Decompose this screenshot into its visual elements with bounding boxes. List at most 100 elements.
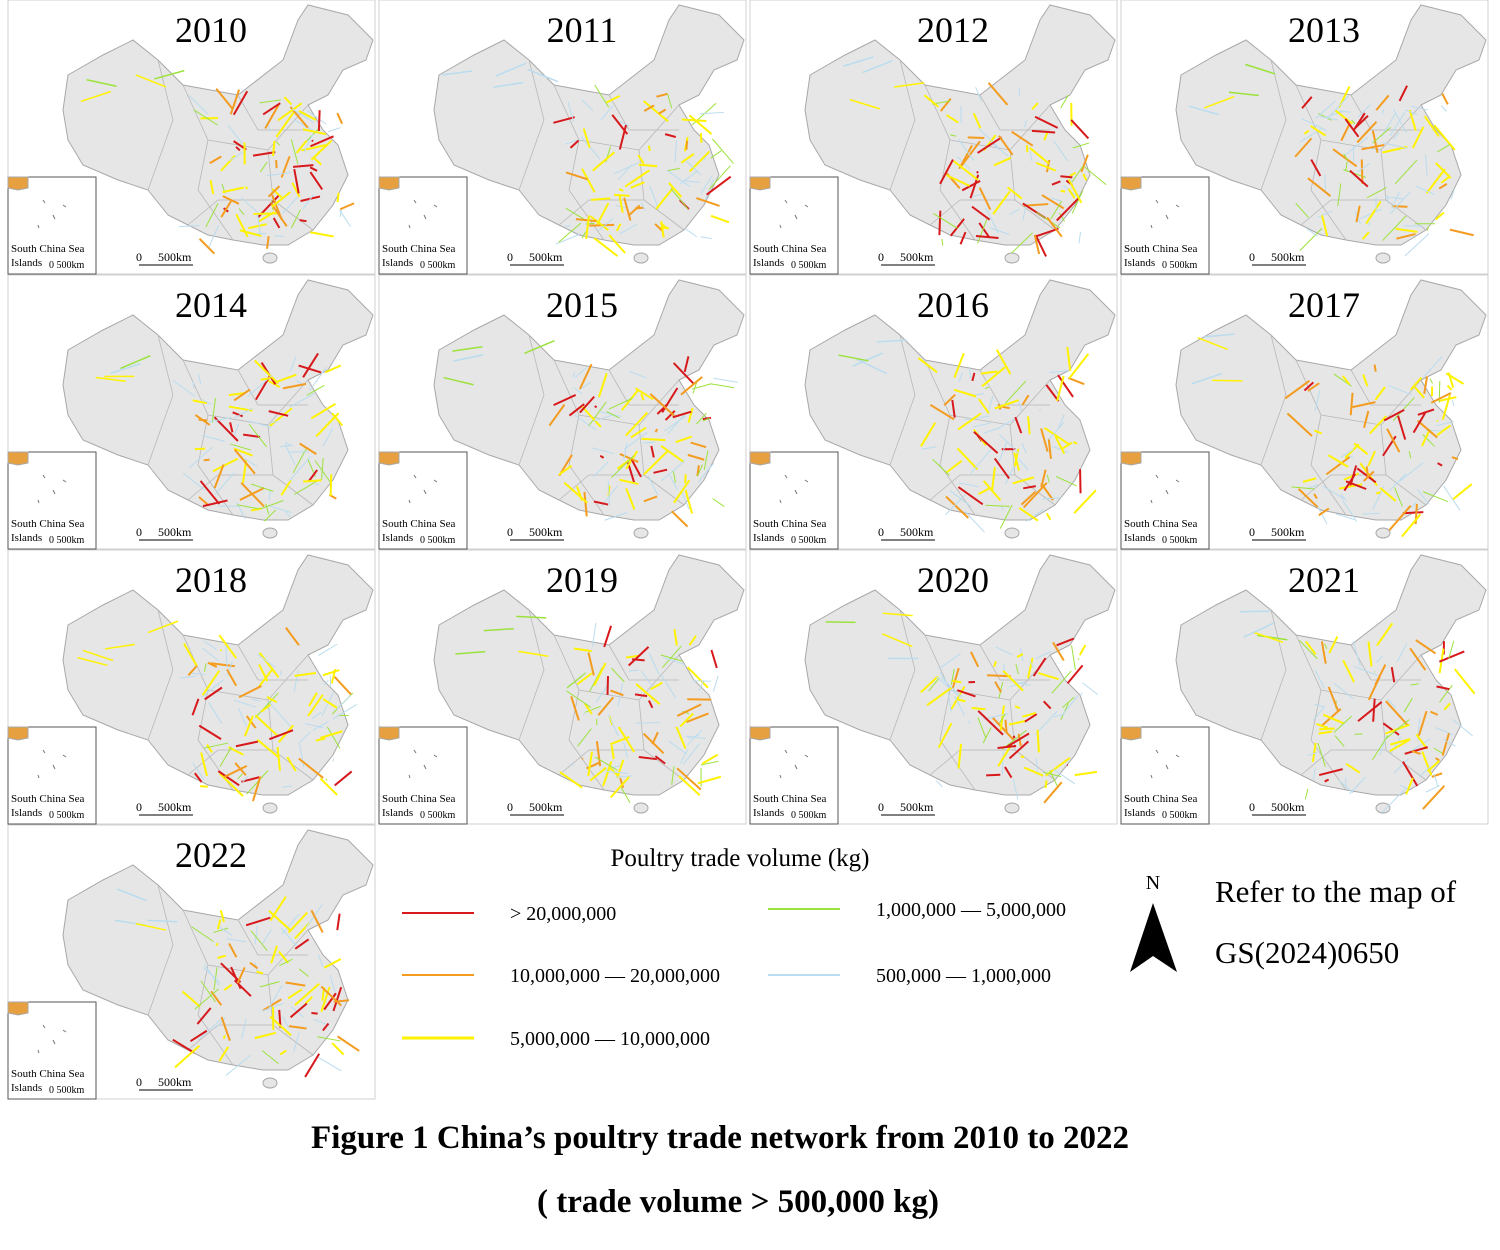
- trade-network: [455, 615, 722, 804]
- map-panel: South China Sea Islands 0 500km 0 500km 2012: [749, 0, 1118, 275]
- trade-line: [207, 661, 218, 668]
- trade-line: [303, 133, 314, 153]
- trade-line: [969, 366, 971, 379]
- trade-line: [220, 1016, 231, 1041]
- trade-line: [1014, 416, 1023, 434]
- trade-line: [580, 136, 601, 160]
- trade-line: [1441, 93, 1449, 105]
- inset-scale: 0 500km: [420, 535, 456, 546]
- trade-line: [619, 120, 630, 127]
- trade-line: [310, 231, 334, 238]
- trade-line: [1320, 115, 1339, 121]
- trade-line: [1385, 196, 1405, 200]
- trade-line: [1441, 732, 1450, 756]
- trade-line: [275, 141, 280, 146]
- trade-line: [309, 166, 318, 172]
- trade-line: [1404, 109, 1418, 116]
- inset-coast: [1120, 726, 1142, 741]
- trade-line: [1036, 729, 1040, 753]
- trade-line: [1450, 190, 1455, 200]
- trade-line: [673, 629, 678, 646]
- trade-line: [1321, 215, 1329, 237]
- trade-line: [1394, 487, 1403, 507]
- trade-line: [618, 124, 628, 150]
- trade-line: [1204, 95, 1235, 109]
- trade-line: [664, 410, 676, 421]
- hainan: [633, 252, 649, 264]
- trade-line: [700, 760, 719, 766]
- inset-label: South China Sea: [753, 518, 826, 530]
- trade-line: [272, 217, 281, 229]
- trade-line: [1318, 507, 1330, 517]
- trade-line: [667, 411, 688, 435]
- trade-line: [589, 215, 610, 232]
- trade-line: [1333, 715, 1352, 733]
- trade-line: [585, 215, 591, 239]
- trade-line: [1074, 770, 1097, 777]
- trade-line: [1332, 148, 1358, 168]
- trade-line: [253, 359, 279, 385]
- trade-line: [213, 927, 229, 934]
- trade-line: [703, 450, 709, 471]
- trade-line: [1436, 143, 1451, 153]
- trade-line: [320, 730, 343, 739]
- trade-line: [1403, 697, 1413, 713]
- trade-line: [524, 340, 555, 355]
- inset-scale: 0 500km: [1162, 535, 1198, 546]
- hainan: [262, 527, 278, 539]
- trade-line: [1322, 713, 1344, 725]
- trade-line: [289, 1002, 308, 1019]
- trade-line: [642, 441, 656, 444]
- scale-label: 500km: [158, 250, 192, 264]
- map-panel: South China Sea Islands 0 500km 0 500km 2019: [378, 549, 747, 825]
- trade-line: [1055, 476, 1077, 487]
- map-panel: South China Sea Islands 0 500km 0 500km 2016: [749, 274, 1118, 550]
- trade-line: [1307, 382, 1320, 392]
- trade-line: [1035, 161, 1057, 172]
- trade-line: [581, 757, 584, 760]
- trade-line: [80, 90, 112, 103]
- inset-label: Islands: [11, 532, 42, 544]
- trade-line: [1046, 216, 1063, 238]
- trade-line: [643, 104, 655, 112]
- trade-line: [1313, 493, 1318, 500]
- trade-line: [1353, 442, 1369, 455]
- scale-label: 500km: [900, 525, 934, 539]
- inset-label: Islands: [11, 257, 42, 269]
- trade-line: [956, 447, 979, 471]
- trade-line: [649, 393, 675, 417]
- trade-line: [198, 238, 216, 255]
- trade-network: [1191, 333, 1473, 538]
- trade-line: [233, 407, 254, 419]
- trade-line: [1054, 435, 1066, 455]
- trade-line: [1362, 512, 1380, 515]
- trade-line: [946, 114, 959, 124]
- hainan: [1004, 802, 1020, 814]
- trade-line: [990, 227, 1010, 235]
- trade-line: [675, 435, 693, 444]
- trade-line: [317, 1036, 341, 1042]
- trade-line: [281, 914, 300, 935]
- trade-line: [1295, 202, 1309, 218]
- trade-line: [1365, 466, 1369, 477]
- trade-line: [213, 464, 225, 489]
- trade-line: [268, 505, 292, 514]
- trade-line: [660, 654, 684, 662]
- scale-zero: 0: [1249, 525, 1255, 539]
- trade-line: [235, 146, 241, 152]
- trade-line: [699, 111, 725, 115]
- trade-line: [323, 992, 337, 1011]
- trade-line: [882, 612, 913, 617]
- panel-year: 2013: [1288, 10, 1360, 50]
- trade-line: [1436, 424, 1452, 436]
- trade-line: [1045, 757, 1071, 777]
- trade-line: [1440, 105, 1447, 112]
- trade-line: [275, 159, 278, 169]
- trade-line: [1034, 115, 1059, 129]
- trade-line: [279, 1049, 287, 1056]
- trade-line: [1385, 700, 1409, 727]
- trade-line: [298, 364, 322, 374]
- trade-line: [852, 352, 884, 367]
- trade-line: [1000, 506, 1004, 511]
- trade-line: [300, 731, 311, 742]
